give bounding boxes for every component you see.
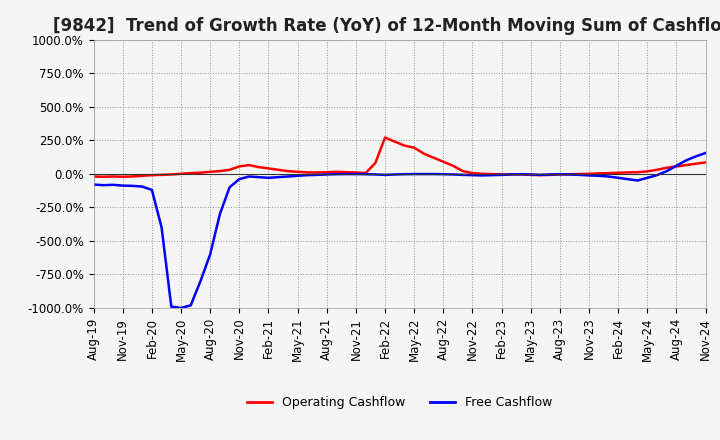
Title: [9842]  Trend of Growth Rate (YoY) of 12-Month Moving Sum of Cashflows: [9842] Trend of Growth Rate (YoY) of 12-…: [53, 17, 720, 35]
Line: Free Cashflow: Free Cashflow: [94, 153, 706, 308]
Operating Cashflow: [410, 145, 418, 150]
Legend: Operating Cashflow, Free Cashflow: Operating Cashflow, Free Cashflow: [242, 392, 557, 414]
Free Cashflow: [400, 172, 409, 177]
Operating Cashflow: [99, 174, 107, 180]
Operating Cashflow: [381, 135, 390, 140]
Operating Cashflow: [89, 174, 98, 179]
Free Cashflow: [89, 182, 98, 187]
Free Cashflow: [439, 172, 448, 177]
Operating Cashflow: [176, 171, 185, 176]
Free Cashflow: [351, 172, 360, 177]
Free Cashflow: [701, 150, 710, 156]
Free Cashflow: [167, 304, 176, 309]
Free Cashflow: [176, 305, 185, 311]
Operating Cashflow: [507, 172, 516, 177]
Operating Cashflow: [449, 163, 457, 169]
Line: Operating Cashflow: Operating Cashflow: [94, 138, 706, 177]
Operating Cashflow: [701, 160, 710, 165]
Operating Cashflow: [351, 170, 360, 175]
Free Cashflow: [498, 172, 506, 177]
Operating Cashflow: [498, 172, 506, 177]
Free Cashflow: [487, 172, 496, 178]
